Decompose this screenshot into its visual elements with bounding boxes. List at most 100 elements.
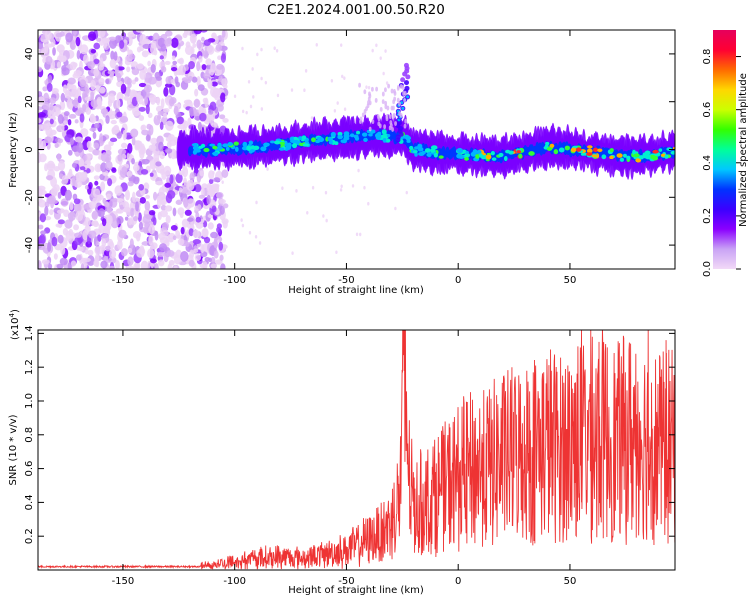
heatmap-noise-cell — [160, 66, 167, 73]
heatmap-track-peak — [626, 155, 631, 161]
heatmap-track-peak — [586, 152, 593, 156]
heatmap-noise-cell — [57, 191, 62, 199]
heatmap-noise-cell — [202, 228, 208, 238]
heatmap-track-peak — [508, 150, 514, 155]
heatmap-noise-cell — [93, 175, 100, 180]
heatmap-noise-cell — [200, 36, 205, 42]
heatmap-spike-cell — [405, 74, 411, 80]
colorbar-tick-label: 0.8 — [702, 49, 713, 65]
x-tick-label: -50 — [338, 576, 354, 587]
heatmap-noise-cell — [207, 222, 214, 230]
heatmap-noise-cell — [119, 204, 124, 210]
heatmap-noise-cell — [159, 169, 165, 175]
y-tick-label: 1.2 — [24, 359, 35, 375]
heatmap-noise-cell — [111, 167, 117, 173]
heatmap-noise-cell — [90, 99, 99, 108]
heatmap-noise-cell — [188, 259, 195, 267]
heatmap-speckle — [343, 107, 347, 111]
heatmap-noise-cell — [164, 147, 173, 154]
heatmap-track-peak — [227, 142, 233, 146]
heatmap-noise-cell — [172, 235, 177, 241]
heatmap-speckle — [249, 104, 253, 109]
heatmap-noise-cell — [62, 55, 67, 62]
heatmap-noise-cell — [147, 248, 155, 259]
heatmap-speckle — [325, 155, 329, 159]
heatmap-speckle — [295, 189, 298, 193]
heatmap-speckle — [325, 218, 328, 223]
heatmap-noise-cell — [213, 177, 221, 183]
heatmap-noise-cell — [167, 263, 173, 269]
heatmap-speckle — [252, 95, 255, 99]
heatmap-track-peak — [490, 150, 495, 156]
heatmap-noise-cell — [104, 223, 112, 231]
heatmap-spur — [377, 116, 381, 122]
heatmap-noise-cell — [170, 67, 178, 72]
heatmap-noise-cell — [219, 114, 226, 120]
heatmap-noise-cell — [84, 184, 89, 190]
heatmap-track-peak — [658, 148, 663, 152]
heatmap-noise-cell — [74, 232, 82, 238]
heatmap-speckle — [207, 191, 210, 195]
heatmap-noise-cell — [141, 50, 149, 58]
heatmap-noise-cell — [47, 74, 53, 84]
heatmap-noise-cell — [118, 60, 123, 67]
heatmap-noise-cell — [193, 98, 200, 108]
heatmap-track-peak — [593, 147, 599, 153]
heatmap-noise-cell — [109, 38, 117, 49]
heatmap-track-peak — [248, 140, 254, 145]
heatmap-noise-cell — [218, 241, 224, 251]
x-tick-label: -150 — [112, 576, 135, 587]
heatmap-noise-cell — [163, 112, 168, 119]
heatmap-noise-cell — [134, 143, 140, 151]
heatmap-noise-cell — [213, 238, 219, 249]
heatmap-noise-cell — [160, 43, 167, 52]
heatmap-noise-cell — [52, 47, 56, 56]
heatmap-track-peak — [311, 137, 316, 143]
heatmap-track-peak — [464, 157, 469, 161]
heatmap-track-peak — [558, 147, 565, 153]
heatmap-noise-cell — [70, 89, 79, 98]
heatmap-spur — [387, 83, 391, 89]
heatmap-noise-cell — [156, 115, 162, 120]
heatmap-noise-cell — [127, 256, 134, 266]
heatmap-track-peak — [234, 146, 239, 152]
heatmap-track-peak — [375, 135, 381, 140]
heatmap-noise-cell — [43, 92, 49, 102]
heatmap-noise-cell — [61, 179, 68, 185]
heatmap-noise-cell — [133, 215, 138, 222]
heatmap-track-peak — [616, 153, 623, 158]
heatmap-spur — [401, 85, 405, 90]
heatmap-noise-cell — [145, 104, 150, 115]
snr-multiplier-label: (x104) — [8, 309, 21, 340]
heatmap-track-peak — [413, 146, 420, 150]
heatmap-noise-cell — [199, 170, 204, 177]
heatmap-noise-cell — [172, 60, 178, 65]
heatmap-noise-cell — [156, 96, 161, 106]
heatmap-noise-cell — [47, 241, 52, 253]
heatmap-noise-cell — [91, 220, 96, 226]
heatmap-track-peak — [386, 133, 391, 138]
heatmap-noise-cell — [123, 95, 129, 101]
heatmap-noise-cell — [142, 38, 151, 45]
heatmap-noise-cell — [207, 79, 213, 89]
heatmap-noise-cell — [84, 83, 89, 93]
heatmap-noise-cell — [188, 60, 195, 70]
heatmap-noise-cell — [75, 36, 81, 47]
heatmap-noise-cell — [79, 113, 85, 123]
heatmap-noise-cell — [177, 207, 185, 216]
heatmap-noise-cell — [157, 110, 165, 116]
heatmap-spur — [383, 124, 387, 130]
heatmap-track-peak — [421, 150, 426, 155]
heatmap-speckle — [385, 81, 389, 85]
heatmap-noise-cell — [148, 76, 157, 85]
heatmap-track-peak — [242, 141, 248, 147]
y-tick-label: 0.2 — [24, 528, 35, 544]
heatmap-track-peak — [528, 151, 535, 156]
heatmap-noise-cell — [162, 107, 170, 113]
heatmap-noise-cell — [82, 103, 87, 111]
heatmap-track-peak — [286, 142, 292, 148]
heatmap-track-peak — [194, 149, 201, 153]
heatmap-spur — [363, 89, 367, 95]
heatmap-speckle — [343, 76, 346, 80]
heatmap-noise-cell — [59, 257, 68, 266]
